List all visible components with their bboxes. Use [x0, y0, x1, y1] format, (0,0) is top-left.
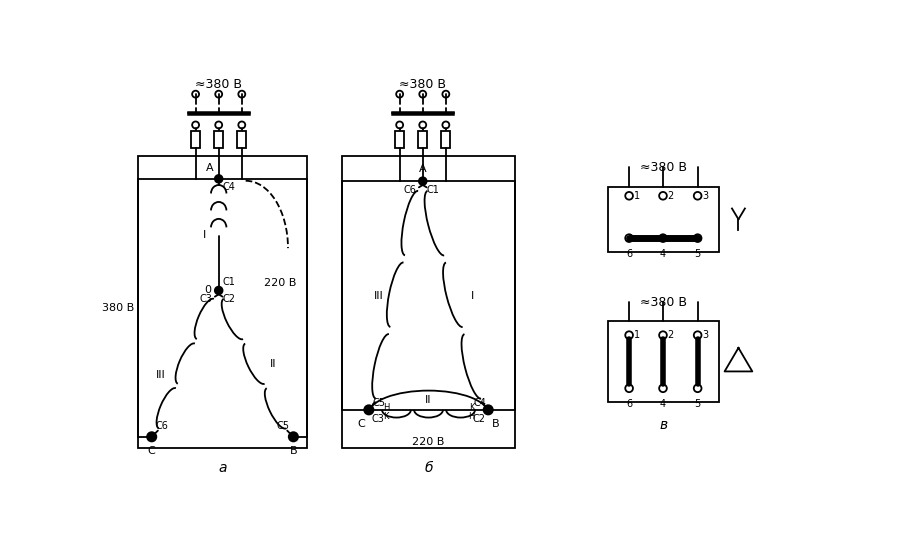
Text: I: I: [471, 291, 474, 301]
Text: C2: C2: [222, 295, 236, 304]
Text: C1: C1: [427, 185, 439, 195]
Circle shape: [364, 405, 373, 414]
Text: 1: 1: [634, 191, 640, 201]
Text: 4: 4: [660, 399, 666, 409]
Text: A: A: [418, 164, 427, 174]
Text: C4: C4: [222, 182, 236, 192]
Text: III: III: [374, 291, 383, 301]
Text: 1: 1: [634, 330, 640, 340]
Text: 6: 6: [626, 399, 632, 409]
Text: 380 В: 380 В: [102, 303, 134, 313]
Text: 3: 3: [702, 330, 708, 340]
Text: ≈380 В: ≈380 В: [640, 161, 687, 174]
Text: A: A: [206, 163, 213, 172]
Text: H: H: [382, 403, 389, 412]
Circle shape: [215, 287, 222, 295]
Text: K: K: [469, 403, 474, 412]
Text: 6: 6: [626, 249, 632, 259]
Text: C4: C4: [473, 398, 486, 408]
Text: C6: C6: [404, 185, 417, 195]
Text: K: K: [382, 412, 388, 421]
Text: H: H: [468, 412, 474, 421]
Text: 5: 5: [695, 399, 701, 409]
Text: 2: 2: [668, 330, 674, 340]
Text: B: B: [290, 446, 297, 456]
Bar: [214, 130, 223, 148]
Circle shape: [215, 175, 222, 183]
Text: III: III: [156, 370, 166, 380]
Text: ≈380 В: ≈380 В: [400, 78, 446, 91]
Text: 220 В: 220 В: [412, 437, 445, 447]
Text: C2: C2: [472, 414, 486, 424]
Text: а: а: [219, 460, 227, 474]
Text: 2: 2: [668, 191, 674, 201]
Text: 4: 4: [660, 249, 666, 259]
Text: C3: C3: [200, 295, 212, 304]
Text: 3: 3: [702, 191, 708, 201]
Bar: [342, 156, 515, 449]
Text: C3: C3: [371, 414, 384, 424]
Bar: [191, 130, 200, 148]
Text: II: II: [270, 358, 276, 368]
Bar: [418, 130, 427, 148]
Circle shape: [147, 432, 157, 441]
Bar: [238, 130, 247, 148]
Text: C5: C5: [373, 398, 386, 408]
Text: 5: 5: [695, 249, 701, 259]
Text: I: I: [203, 230, 206, 240]
Text: 220 В: 220 В: [264, 278, 296, 288]
Circle shape: [483, 405, 493, 414]
Text: 0: 0: [204, 286, 211, 296]
Text: C: C: [148, 446, 156, 456]
Text: ≈380 В: ≈380 В: [640, 296, 687, 309]
Text: C1: C1: [222, 277, 236, 287]
Text: в: в: [660, 418, 668, 432]
Bar: [441, 130, 451, 148]
Circle shape: [289, 432, 298, 441]
Text: C5: C5: [276, 421, 290, 431]
Bar: [608, 186, 719, 252]
Text: II: II: [426, 395, 432, 405]
Bar: [608, 321, 719, 402]
Text: B: B: [492, 419, 500, 429]
Text: C: C: [357, 419, 365, 429]
Circle shape: [418, 178, 427, 185]
Bar: [395, 130, 404, 148]
Text: б: б: [424, 460, 433, 474]
Text: ≈380 В: ≈380 В: [195, 78, 242, 91]
Bar: [138, 156, 307, 449]
Text: C6: C6: [156, 421, 168, 431]
